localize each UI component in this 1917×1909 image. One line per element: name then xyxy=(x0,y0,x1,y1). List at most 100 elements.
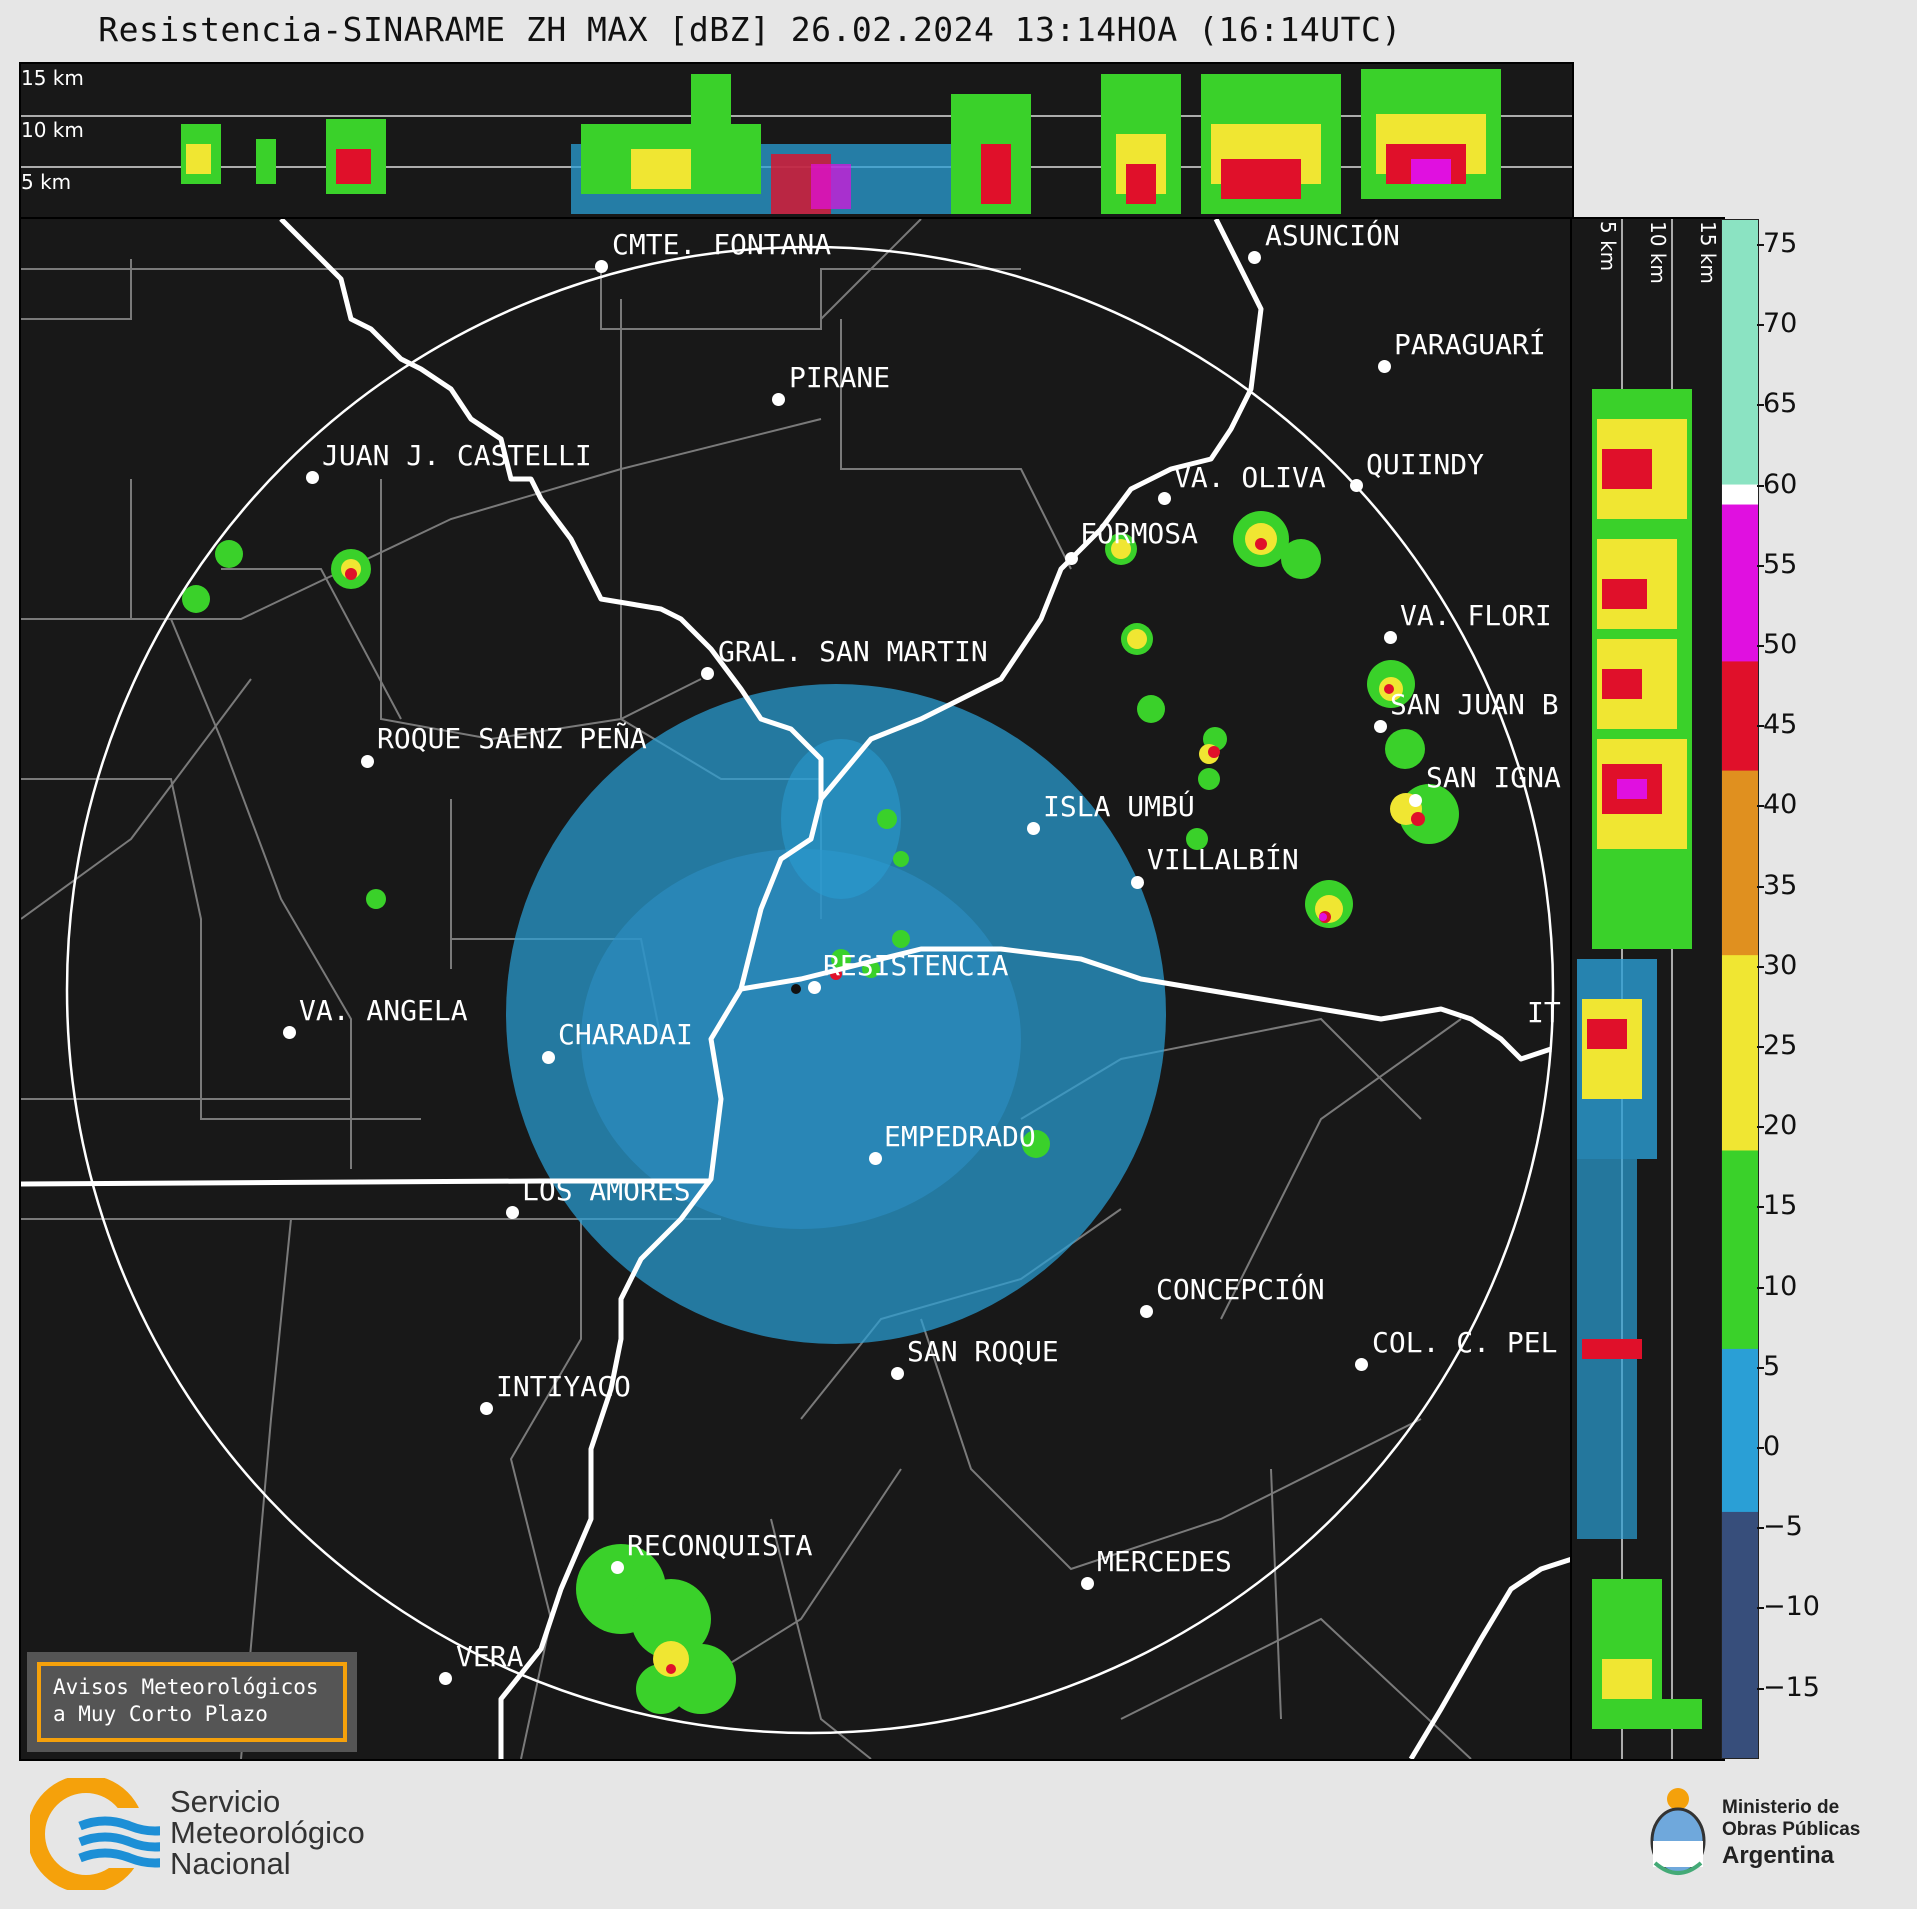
city-label-va-oliva: VA. OLIVA xyxy=(1174,461,1326,494)
colorbar-tick-label: −5 xyxy=(1763,1511,1803,1543)
city-dot xyxy=(1384,631,1397,644)
city-label-los-amores: LOS AMORES xyxy=(522,1174,691,1207)
city-dot xyxy=(480,1402,493,1415)
colorbar-band xyxy=(1722,770,1758,957)
colorbar-tick-label: 60 xyxy=(1763,468,1798,500)
city-dot xyxy=(1131,876,1144,889)
colorbar-band xyxy=(1722,484,1758,506)
colorbar-band xyxy=(1722,965,1758,1152)
colorbar-tick-mark xyxy=(1757,805,1764,808)
city-dot xyxy=(1374,720,1387,733)
colorbar-band xyxy=(1722,1150,1758,1161)
city-dot xyxy=(1027,822,1040,835)
city-label-san-igna: SAN IGNA xyxy=(1426,761,1561,794)
dbz-colorbar-gradient xyxy=(1722,220,1758,1758)
city-label-asuncion: ASUNCIÓN xyxy=(1265,219,1400,252)
city-label-isla-umbu: ISLA UMBÚ xyxy=(1043,790,1195,823)
colorbar-tick-mark xyxy=(1757,1286,1764,1289)
city-label-intiyaco: INTIYACO xyxy=(496,1370,631,1403)
side-cross-section-echoes xyxy=(1577,219,1702,1759)
city-label-concepcion: CONCEPCIÓN xyxy=(1156,1273,1325,1306)
city-dot xyxy=(1355,1358,1368,1371)
city-label-gral-san-martin: GRAL. SAN MARTIN xyxy=(718,635,988,668)
smn-line-2: Meteorológico xyxy=(170,1815,365,1850)
city-label-juan-j-castelli: JUAN J. CASTELLI xyxy=(322,439,592,472)
city-dot xyxy=(542,1051,555,1064)
ministry-logo-text: Ministerio de Obras Públicas Argentina xyxy=(1722,1797,1860,1871)
city-label-pirane: PIRANE xyxy=(789,361,891,394)
top-cross-section-panel: 15 km 10 km 5 km xyxy=(19,62,1574,219)
top-height-label-15km: 15 km xyxy=(21,66,84,90)
colorbar-tick-label: 55 xyxy=(1763,548,1798,580)
city-dot xyxy=(439,1672,452,1685)
city-dot xyxy=(701,667,714,680)
rivers-and-borders xyxy=(21,219,1572,1759)
city-label-quiindy: QUIINDY xyxy=(1366,448,1485,481)
city-dot xyxy=(1409,794,1422,807)
colorbar-tick-label: 70 xyxy=(1763,308,1798,340)
smn-logo-text: Servicio Meteorológico Nacional xyxy=(170,1786,365,1879)
top-cross-section-echoes xyxy=(21,69,1572,214)
city-label-paraguari: PARAGUARÍ xyxy=(1394,328,1546,361)
city-label-resistencia: RESISTENCIA xyxy=(823,949,1009,982)
city-dot xyxy=(1081,1577,1094,1590)
colorbar-tick-label: 45 xyxy=(1763,709,1798,741)
city-label-villalbin: VILLALBÍN xyxy=(1147,843,1299,876)
warning-notice-box[interactable]: Avisos Meteorológicos a Muy Corto Plazo xyxy=(27,1652,357,1752)
smn-line-1: Servicio xyxy=(170,1784,281,1819)
city-label-col-c-pel: COL. C. PEL xyxy=(1372,1326,1558,1359)
colorbar-tick-mark xyxy=(1757,1046,1764,1048)
colorbar-tick-label: 40 xyxy=(1763,789,1798,821)
city-dot xyxy=(306,471,319,484)
city-dot xyxy=(772,393,785,406)
smn-logo-icon xyxy=(30,1778,160,1890)
top-height-label-10km: 10 km xyxy=(21,118,84,142)
colorbar-tick-label: 25 xyxy=(1763,1030,1798,1061)
city-dot xyxy=(1378,360,1391,373)
page-title: Resistencia-SINARAME ZH MAX [dBZ] 26.02.… xyxy=(98,10,1402,49)
colorbar-tick-label: 75 xyxy=(1763,228,1798,259)
city-dot xyxy=(808,981,821,994)
city-label-reconquista: RECONQUISTA xyxy=(627,1529,813,1562)
colorbar-tick-mark xyxy=(1757,885,1764,888)
warning-notice-frame: Avisos Meteorológicos a Muy Corto Plazo xyxy=(37,1662,347,1742)
radar-map-panel xyxy=(19,217,1574,1761)
colorbar-tick-mark xyxy=(1757,725,1764,728)
colorbar-tick-mark xyxy=(1757,484,1764,487)
colorbar-tick-label: 15 xyxy=(1763,1190,1798,1222)
colorbar-tick-label: 5 xyxy=(1763,1350,1781,1382)
city-label-va-angela: VA. ANGELA xyxy=(299,994,468,1027)
city-dot xyxy=(506,1206,519,1219)
colorbar-band xyxy=(1722,1159,1758,1350)
city-label-charadai: CHARADAI xyxy=(558,1018,693,1051)
city-dot xyxy=(1248,251,1261,264)
smn-line-3: Nacional xyxy=(170,1846,291,1881)
colorbar-tick-label: 30 xyxy=(1763,949,1798,981)
colorbar-band xyxy=(1722,955,1758,967)
city-dot xyxy=(283,1026,296,1039)
colorbar-tick-mark xyxy=(1757,324,1764,327)
colorbar-band xyxy=(1722,1511,1758,1758)
precip-reflectivity-field xyxy=(182,511,1459,1714)
city-label-it: IT xyxy=(1527,996,1561,1029)
colorbar-tick-label: 65 xyxy=(1763,388,1798,420)
city-label-san-juan-b: SAN JUAN B xyxy=(1390,688,1559,721)
side-height-label-15km: 15 km xyxy=(1696,221,1720,284)
notice-line-1: Avisos Meteorológicos xyxy=(53,1675,319,1699)
colorbar-tick-mark xyxy=(1757,244,1764,246)
colorbar-band xyxy=(1722,661,1758,772)
city-dot xyxy=(361,755,374,768)
side-cross-section-panel: 5 km 10 km 15 km xyxy=(1570,217,1725,1761)
colorbar-tick-mark xyxy=(1757,1206,1764,1209)
ministry-line-3: Argentina xyxy=(1722,1842,1835,1869)
side-height-label-5km: 5 km xyxy=(1596,221,1620,272)
colorbar-tick-label: −15 xyxy=(1763,1671,1820,1703)
city-dot xyxy=(611,1561,624,1574)
dbz-colorbar xyxy=(1721,219,1759,1759)
ministry-line-1: Ministerio de xyxy=(1722,1797,1840,1818)
colorbar-tick-label: 50 xyxy=(1763,629,1798,660)
city-label-empedrado: EMPEDRADO xyxy=(884,1120,1036,1153)
city-label-formosa: FORMOSA xyxy=(1080,517,1199,550)
colorbar-tick-mark xyxy=(1757,564,1764,567)
colorbar-tick-mark xyxy=(1757,1447,1764,1449)
